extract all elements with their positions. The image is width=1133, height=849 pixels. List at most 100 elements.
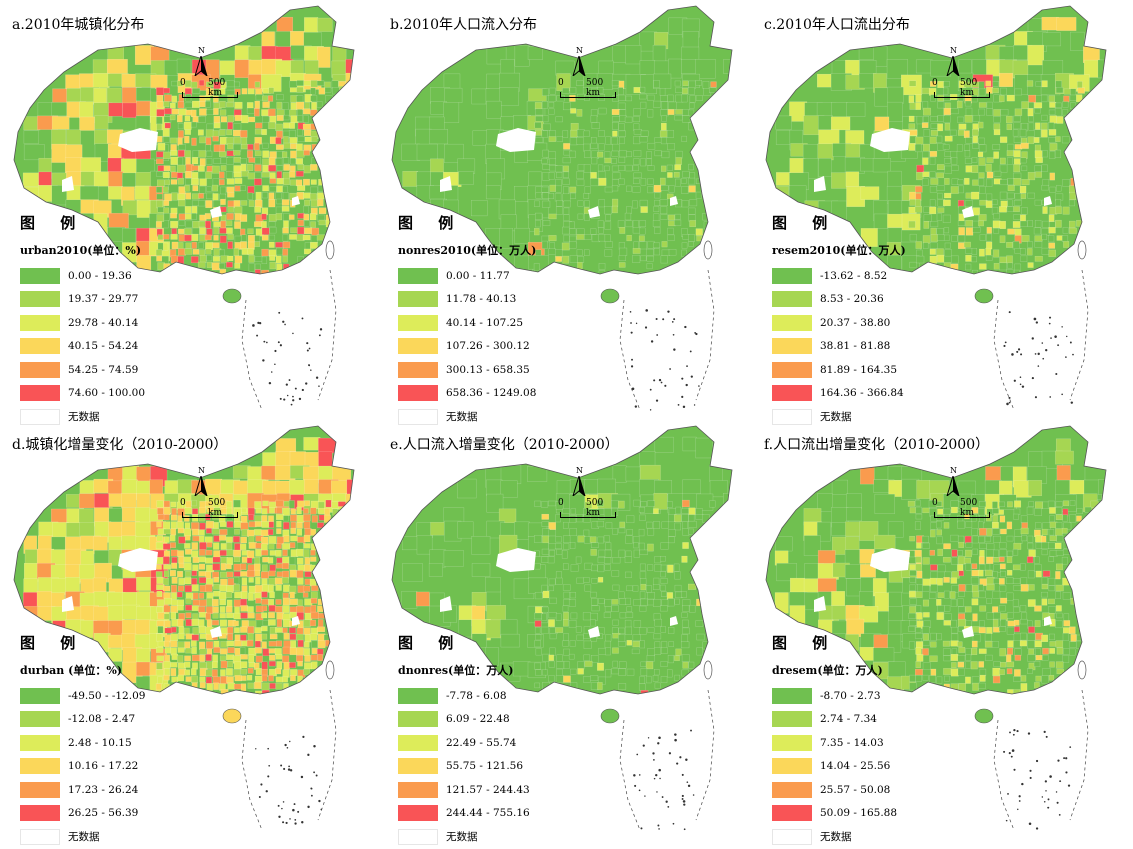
legend-item: -7.78 - 6.08	[398, 684, 598, 708]
region-cell	[993, 564, 1001, 573]
region-cell	[1041, 80, 1048, 88]
region-cell	[269, 178, 277, 184]
region-cell	[204, 234, 212, 241]
region-cell	[240, 634, 247, 642]
region-cell	[283, 640, 292, 648]
region-cell	[604, 599, 612, 607]
region-cell	[1063, 620, 1071, 627]
region-cell	[986, 233, 992, 242]
legend-label: -8.70 - 2.73	[820, 689, 881, 702]
region-cell	[156, 535, 164, 542]
region-cell	[674, 114, 683, 121]
region-cell	[688, 661, 695, 669]
region-cell	[269, 501, 277, 509]
island-dot	[1058, 813, 1061, 816]
region-cell	[234, 627, 240, 634]
region-cell	[970, 661, 978, 670]
region-cell	[283, 164, 291, 171]
region-cell	[233, 248, 240, 257]
region-cell	[965, 107, 973, 116]
region-cell	[171, 562, 178, 569]
region-cell	[225, 563, 232, 570]
taiwan-island	[1077, 660, 1087, 680]
region-cell	[198, 150, 207, 158]
region-cell	[324, 508, 331, 516]
island-dot	[1034, 353, 1037, 355]
region-cell	[929, 156, 936, 165]
region-cell	[909, 598, 917, 605]
region-cell	[598, 647, 607, 655]
island-dot	[677, 404, 680, 406]
region-cell	[171, 108, 180, 115]
region-cell	[234, 263, 241, 269]
region-cell	[992, 606, 999, 614]
region-cell	[171, 592, 177, 600]
region-cell	[227, 94, 235, 103]
region-cell	[219, 88, 226, 95]
legend-label: 20.37 - 38.80	[820, 316, 891, 329]
island-dot	[1013, 729, 1016, 732]
region-cell	[162, 171, 170, 179]
region-cell	[999, 585, 1007, 592]
region-cell	[562, 584, 571, 591]
region-cell	[1049, 507, 1057, 514]
region-cell	[486, 493, 504, 513]
region-cell	[213, 115, 221, 124]
legend-label: 无数据	[820, 411, 852, 424]
island-dot	[655, 318, 658, 321]
region-cell	[640, 598, 649, 606]
region-cell	[198, 549, 206, 556]
region-cell	[289, 109, 297, 117]
region-cell	[1028, 626, 1035, 633]
region-cell	[858, 605, 879, 623]
region-cell	[297, 185, 306, 191]
region-cell	[190, 640, 197, 647]
region-cell	[241, 137, 248, 146]
south-sea-islands	[993, 689, 1089, 831]
region-cell	[220, 648, 228, 655]
island-dot	[318, 799, 321, 803]
region-cell	[569, 137, 578, 146]
island-dot	[294, 819, 297, 821]
island-dot	[685, 383, 688, 387]
north-arrow-icon	[572, 56, 586, 76]
region-cell	[1014, 654, 1022, 661]
region-cell	[930, 632, 937, 641]
region-cell	[1069, 102, 1076, 110]
region-cell	[965, 542, 973, 548]
region-cell	[1013, 619, 1020, 626]
region-cell	[922, 640, 930, 646]
region-cell	[576, 109, 583, 117]
scale-km: 500 km	[208, 78, 226, 98]
nodata-region	[1044, 616, 1052, 626]
region-cell	[276, 115, 284, 121]
region-cell	[227, 206, 234, 213]
region-cell	[164, 179, 171, 186]
region-cell	[318, 507, 325, 515]
legend-swatch	[398, 291, 438, 308]
region-cell	[584, 249, 590, 256]
region-cell	[909, 620, 918, 626]
island-dot	[1041, 342, 1044, 344]
island-dot	[286, 746, 289, 749]
island-dot	[258, 795, 261, 798]
region-cell	[303, 619, 311, 628]
region-cell	[915, 143, 922, 153]
region-cell	[170, 156, 179, 165]
region-cell	[296, 647, 304, 656]
region-cell	[1063, 613, 1070, 622]
island-dot	[695, 332, 698, 336]
region-cell	[916, 612, 923, 620]
region-cell	[317, 619, 324, 628]
region-cell	[262, 185, 269, 192]
region-cell	[297, 639, 304, 648]
island-dot	[260, 783, 263, 786]
region-cell	[633, 136, 641, 145]
region-cell	[219, 619, 227, 627]
region-cell	[660, 177, 666, 186]
region-cell	[178, 108, 187, 116]
region-cell	[192, 592, 199, 600]
region-cell	[1026, 556, 1034, 564]
region-cell	[646, 248, 654, 256]
region-cell	[1019, 640, 1028, 647]
